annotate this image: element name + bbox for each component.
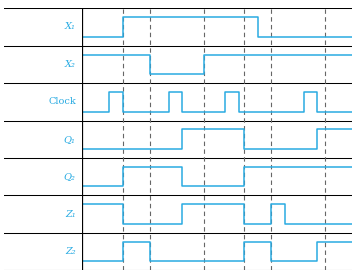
Text: Clock: Clock <box>48 97 76 106</box>
Text: Z₁: Z₁ <box>65 210 76 219</box>
Text: Q₁: Q₁ <box>64 135 76 144</box>
Text: X₂: X₂ <box>65 60 76 69</box>
Text: X₁: X₁ <box>65 22 76 31</box>
Text: Z₂: Z₂ <box>65 247 76 256</box>
Text: Q₂: Q₂ <box>64 172 76 181</box>
